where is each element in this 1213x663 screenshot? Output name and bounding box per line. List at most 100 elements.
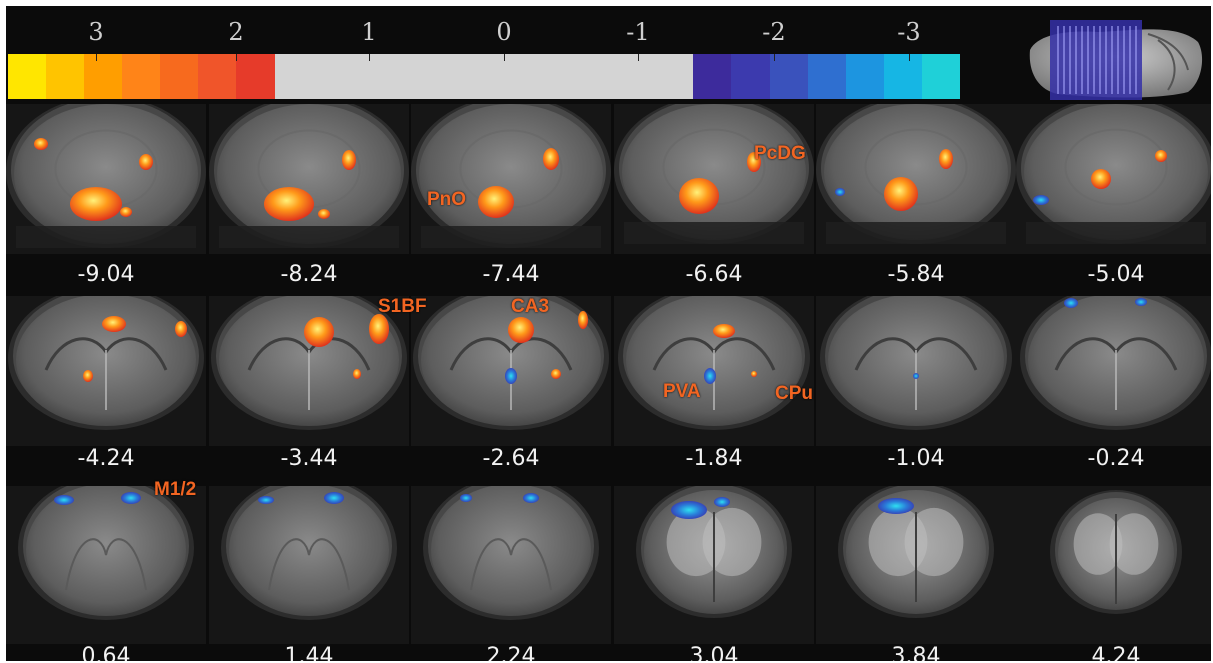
slice-coordinate-label: 0.64 xyxy=(81,644,131,661)
colorbar-segment xyxy=(198,54,237,99)
colorbar-tick: -1 xyxy=(626,18,650,46)
coronal-slice: -7.44 xyxy=(411,104,611,287)
activation-blob-negative xyxy=(1064,298,1078,308)
region-label-ca3: CA3 xyxy=(511,296,550,317)
activation-blob-positive xyxy=(102,316,126,332)
coronal-slice: -5.84 xyxy=(816,104,1016,287)
activation-blob-negative xyxy=(54,495,74,505)
colorbar-segment xyxy=(693,54,732,99)
colorbar-segment xyxy=(541,54,580,99)
colorbar-segment xyxy=(426,54,465,99)
coronal-slice: 2.24 xyxy=(411,486,611,661)
slice-coordinate-label: 3.04 xyxy=(689,644,739,661)
coronal-slice: -6.64 xyxy=(614,104,814,287)
activation-blob-negative xyxy=(1033,195,1049,205)
slice-image xyxy=(411,296,611,446)
colorbar-segment xyxy=(883,54,922,99)
activation-blob-negative xyxy=(671,501,707,519)
slice-image xyxy=(1016,296,1211,446)
slice-coordinate-label: -7.44 xyxy=(482,262,540,287)
slice-coordinate-label: -9.04 xyxy=(77,262,135,287)
activation-blob-positive xyxy=(70,187,122,221)
coronal-slice: -9.04 xyxy=(6,104,206,287)
colorbar-segment xyxy=(617,54,656,99)
region-label-cpu: CPu xyxy=(775,383,813,404)
coronal-slice: -2.64 xyxy=(411,296,611,476)
slice-coordinate-label: -6.64 xyxy=(685,262,743,287)
activation-blob-positive xyxy=(478,186,514,218)
activation-blob-negative xyxy=(704,368,716,384)
activation-blob-positive xyxy=(751,371,757,377)
region-label-pcdg: PcDG xyxy=(754,143,806,164)
slice-coordinate-label: -0.24 xyxy=(1087,446,1145,471)
slice-coordinate-label: -8.24 xyxy=(280,262,338,287)
slice-image xyxy=(816,486,1016,644)
coronal-slice: 3.84 xyxy=(816,486,1016,661)
activation-blob-positive xyxy=(175,321,187,337)
slice-coordinate-label: 3.84 xyxy=(891,644,941,661)
colorbar-segment xyxy=(46,54,85,99)
activation-blob-positive xyxy=(369,314,389,344)
activation-blob-positive xyxy=(353,369,361,379)
colorbar-segment xyxy=(731,54,770,99)
activation-blob-positive xyxy=(508,317,534,343)
activation-blob-negative xyxy=(258,496,274,504)
colorbar-segment xyxy=(84,54,123,99)
slice-image xyxy=(6,104,206,254)
activation-blob-positive xyxy=(679,178,719,214)
colorbar-segment xyxy=(122,54,161,99)
colorbar-tick: 0 xyxy=(496,18,512,46)
region-label-m1-2: M1/2 xyxy=(154,479,197,500)
activation-blob-positive xyxy=(120,207,132,217)
colorbar-segment xyxy=(921,54,960,99)
region-label-s1bf: S1BF xyxy=(378,296,427,317)
activation-blob-positive xyxy=(34,138,48,150)
colorbar-tick-labels: 3 2 1 0 -1 -2 -3 xyxy=(6,18,1006,48)
slice-image xyxy=(614,486,814,644)
slice-coordinate-label: -4.24 xyxy=(77,446,135,471)
colorbar-segment xyxy=(579,54,618,99)
slice-coordinate-label: -1.84 xyxy=(685,446,743,471)
coronal-slice: 0.64 xyxy=(6,486,206,661)
activation-blob-negative xyxy=(324,492,344,504)
colorbar-segment xyxy=(312,54,351,99)
colorbar-segment xyxy=(274,54,313,99)
slice-image xyxy=(411,486,611,644)
activation-blob-positive xyxy=(342,150,356,170)
slice-image xyxy=(6,486,206,644)
activation-blob-positive xyxy=(747,152,761,172)
colorbar-tick: 3 xyxy=(88,18,104,46)
slice-coordinate-label: 1.44 xyxy=(284,644,334,661)
colorbar-segment xyxy=(464,54,504,99)
coronal-slice: -1.04 xyxy=(816,296,1016,476)
slice-coordinate-label: -1.04 xyxy=(887,446,945,471)
activation-blob-negative xyxy=(460,494,472,502)
activation-blob-negative xyxy=(714,497,730,507)
coronal-slice: -0.24 xyxy=(1016,296,1211,476)
colorbar-segment xyxy=(236,54,275,99)
colorbar-segment xyxy=(503,54,542,99)
activation-blob-positive xyxy=(304,317,334,347)
activation-blob-positive xyxy=(939,149,953,169)
colorbar-segment xyxy=(655,54,694,99)
slice-coordinate-label: 4.24 xyxy=(1091,644,1141,661)
activation-blob-positive xyxy=(884,177,918,211)
colorbar-segment xyxy=(807,54,846,99)
region-label-pno: PnO xyxy=(427,189,467,210)
activation-blob-negative xyxy=(913,373,919,379)
activation-blob-positive xyxy=(139,154,153,170)
slice-coordinate-label: -2.64 xyxy=(482,446,540,471)
slice-image xyxy=(209,296,409,446)
coronal-slice: -4.24 xyxy=(6,296,206,476)
colorbar-tick: 2 xyxy=(228,18,244,46)
activation-blob-positive xyxy=(713,324,735,338)
activation-blob-positive xyxy=(543,148,559,170)
activation-blob-negative xyxy=(523,493,539,503)
activation-blob-negative xyxy=(121,492,141,504)
slice-image xyxy=(1016,486,1211,644)
slice-image xyxy=(1016,104,1211,254)
coronal-slice: 4.24 xyxy=(1016,486,1211,661)
activation-blob-positive xyxy=(578,311,588,329)
slice-coordinate-label: -3.44 xyxy=(280,446,338,471)
activation-blob-positive xyxy=(551,369,561,379)
